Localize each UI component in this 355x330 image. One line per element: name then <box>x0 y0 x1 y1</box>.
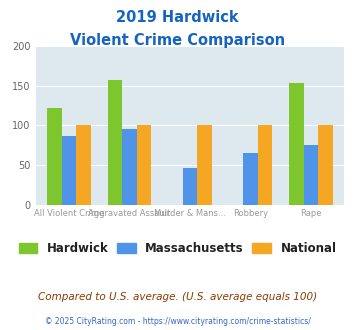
Bar <box>47 108 61 205</box>
Bar <box>318 125 333 205</box>
Bar <box>76 125 91 205</box>
Text: 2019 Hardwick: 2019 Hardwick <box>116 10 239 25</box>
Bar <box>183 168 197 205</box>
Bar <box>243 153 258 205</box>
Legend: Hardwick, Massachusetts, National: Hardwick, Massachusetts, National <box>18 242 337 255</box>
Bar <box>122 129 137 205</box>
Text: Violent Crime Comparison: Violent Crime Comparison <box>70 33 285 48</box>
Bar <box>304 145 318 205</box>
Bar <box>289 82 304 205</box>
Text: © 2025 CityRating.com - https://www.cityrating.com/crime-statistics/: © 2025 CityRating.com - https://www.city… <box>45 317 310 326</box>
Bar <box>61 137 76 205</box>
Bar <box>108 80 122 205</box>
Bar <box>258 125 272 205</box>
Bar <box>197 125 212 205</box>
Text: Compared to U.S. average. (U.S. average equals 100): Compared to U.S. average. (U.S. average … <box>38 292 317 302</box>
Bar <box>137 125 151 205</box>
